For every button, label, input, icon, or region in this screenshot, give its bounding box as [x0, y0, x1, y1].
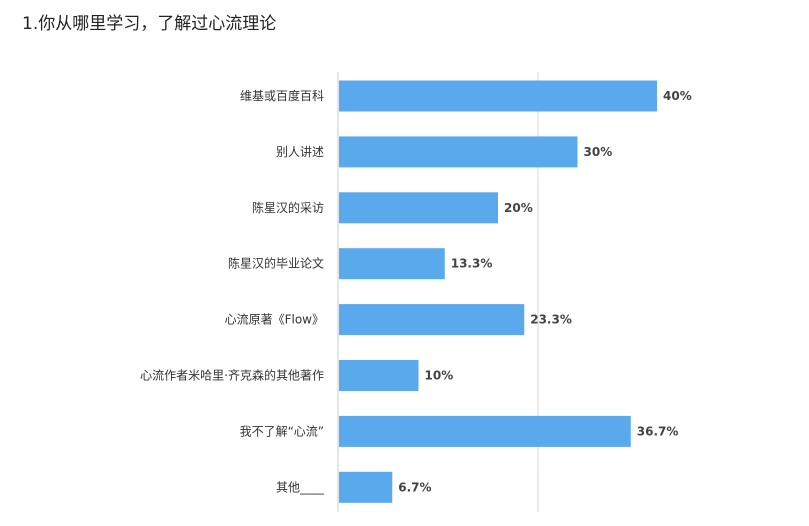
- question-title: 1.你从哪里学习，了解过心流理论: [22, 14, 277, 34]
- value-label: 6.7%: [398, 480, 431, 494]
- category-label: 陈星汉的采访: [252, 200, 324, 215]
- value-label: 30%: [584, 145, 613, 159]
- value-label: 20%: [504, 201, 533, 215]
- category-label: 别人讲述: [276, 144, 324, 159]
- category-label: 维基或百度百科: [240, 88, 324, 103]
- category-label: 我不了解“心流”: [240, 424, 324, 438]
- bar-series: 维基或百度百科 40% 别人讲述 30% 陈星汉的采访 20% 陈星汉的毕业论文 13.3% 心…: [140, 80, 692, 503]
- bar: [339, 192, 498, 224]
- bar: [339, 360, 419, 391]
- value-label: 13.3%: [451, 257, 493, 271]
- category-label: 其他____: [276, 480, 325, 494]
- value-label: 23.3%: [530, 313, 572, 327]
- category-label: 心流作者米哈里·齐克森的其他著作: [140, 368, 324, 383]
- bar: [339, 415, 631, 447]
- bar: [339, 304, 525, 336]
- value-label: 36.7%: [637, 424, 679, 438]
- category-label: 心流原著《Flow》: [225, 313, 324, 327]
- bar: [339, 80, 657, 112]
- value-label: 40%: [663, 89, 692, 103]
- value-label: 10%: [425, 369, 454, 383]
- bar: [339, 248, 445, 280]
- bar: [339, 471, 393, 503]
- bar: [339, 136, 578, 168]
- category-label: 陈星汉的毕业论文: [228, 256, 324, 271]
